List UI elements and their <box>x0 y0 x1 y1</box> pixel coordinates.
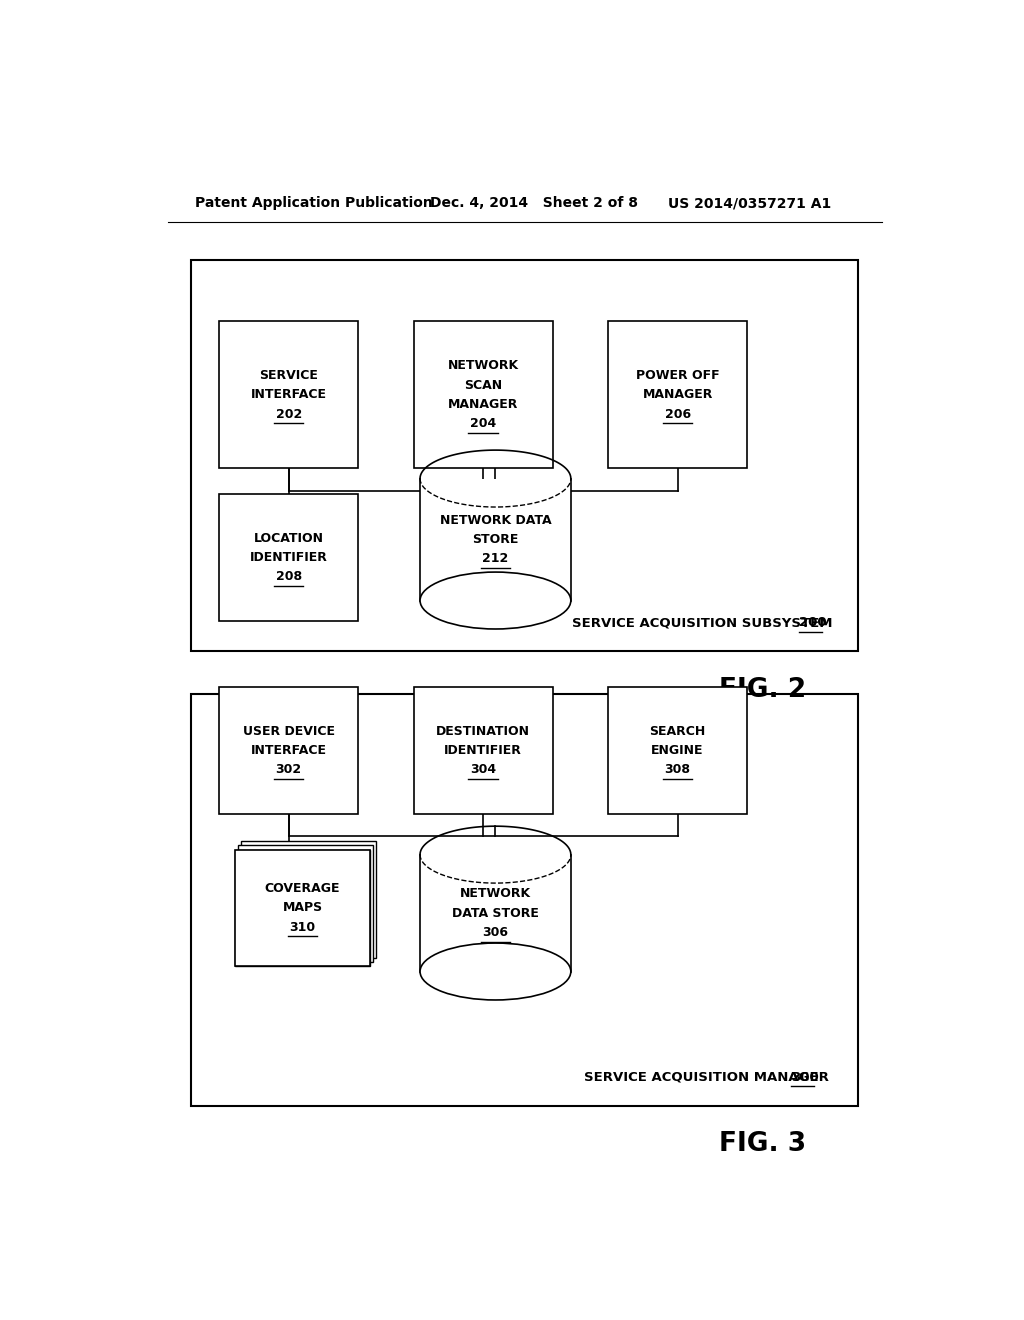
Text: 308: 308 <box>665 763 690 776</box>
FancyBboxPatch shape <box>219 321 358 469</box>
FancyBboxPatch shape <box>608 686 748 814</box>
Ellipse shape <box>420 942 570 1001</box>
Text: 208: 208 <box>275 570 302 583</box>
Text: STORE: STORE <box>472 533 518 546</box>
FancyBboxPatch shape <box>242 841 377 958</box>
FancyBboxPatch shape <box>239 846 373 962</box>
Text: 310: 310 <box>290 921 315 933</box>
FancyBboxPatch shape <box>414 321 553 469</box>
Text: Dec. 4, 2014   Sheet 2 of 8: Dec. 4, 2014 Sheet 2 of 8 <box>430 197 638 210</box>
FancyBboxPatch shape <box>191 694 858 1106</box>
Text: SERVICE ACQUISITION MANAGER: SERVICE ACQUISITION MANAGER <box>585 1071 834 1084</box>
Text: DATA STORE: DATA STORE <box>452 907 539 920</box>
Text: 300: 300 <box>791 1071 818 1084</box>
Text: COVERAGE: COVERAGE <box>265 882 340 895</box>
Text: IDENTIFIER: IDENTIFIER <box>250 550 328 564</box>
Polygon shape <box>420 854 570 972</box>
Text: NETWORK: NETWORK <box>460 887 531 900</box>
Text: NETWORK: NETWORK <box>447 359 519 372</box>
FancyBboxPatch shape <box>608 321 748 469</box>
Ellipse shape <box>420 572 570 630</box>
Text: SERVICE: SERVICE <box>259 368 318 381</box>
Text: FIG. 2: FIG. 2 <box>719 677 807 704</box>
Text: 302: 302 <box>275 763 302 776</box>
Text: USER DEVICE: USER DEVICE <box>243 725 335 738</box>
FancyBboxPatch shape <box>236 850 370 966</box>
FancyBboxPatch shape <box>219 494 358 620</box>
Text: DESTINATION: DESTINATION <box>436 725 530 738</box>
Text: FIG. 3: FIG. 3 <box>719 1131 807 1158</box>
Text: SEARCH: SEARCH <box>649 725 706 738</box>
Text: Patent Application Publication: Patent Application Publication <box>196 197 433 210</box>
Text: 212: 212 <box>482 552 509 565</box>
Text: 204: 204 <box>470 417 497 430</box>
FancyBboxPatch shape <box>236 850 370 966</box>
Text: US 2014/0357271 A1: US 2014/0357271 A1 <box>668 197 830 210</box>
Text: INTERFACE: INTERFACE <box>251 388 327 401</box>
Text: 200: 200 <box>799 616 826 630</box>
Text: MAPS: MAPS <box>283 902 323 915</box>
Text: MANAGER: MANAGER <box>447 397 518 411</box>
Text: INTERFACE: INTERFACE <box>251 744 327 756</box>
Text: LOCATION: LOCATION <box>254 532 324 545</box>
FancyBboxPatch shape <box>414 686 553 814</box>
Text: 306: 306 <box>482 925 509 939</box>
Text: 202: 202 <box>275 408 302 421</box>
Text: SCAN: SCAN <box>464 379 502 392</box>
Text: 304: 304 <box>470 763 497 776</box>
Text: POWER OFF: POWER OFF <box>636 368 720 381</box>
FancyBboxPatch shape <box>219 686 358 814</box>
Polygon shape <box>420 479 570 601</box>
Text: NETWORK DATA: NETWORK DATA <box>439 513 551 527</box>
FancyBboxPatch shape <box>191 260 858 651</box>
Text: 206: 206 <box>665 408 690 421</box>
Text: SERVICE ACQUISITION SUBSYSTEM: SERVICE ACQUISITION SUBSYSTEM <box>572 616 838 630</box>
Text: MANAGER: MANAGER <box>642 388 713 401</box>
Text: IDENTIFIER: IDENTIFIER <box>444 744 522 756</box>
Text: ENGINE: ENGINE <box>651 744 703 756</box>
